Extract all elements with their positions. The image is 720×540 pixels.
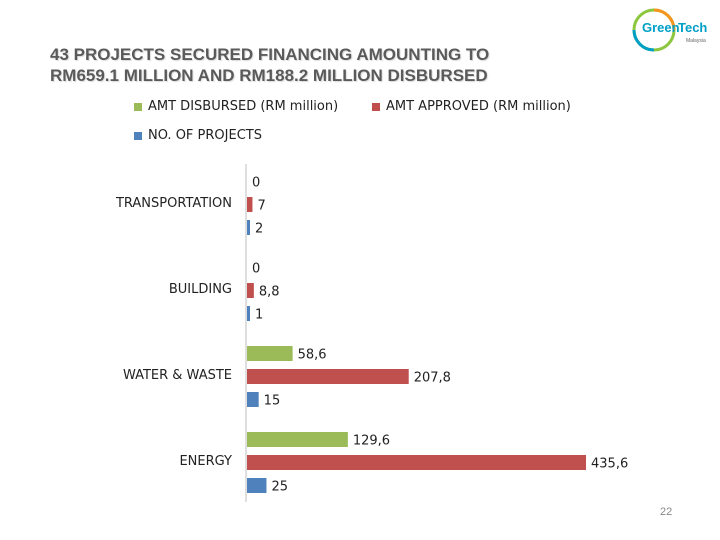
bar-transportation-approved [247,197,253,212]
bar-water-waste-disbursed [247,346,293,361]
greentech-logo: Green Tech Malaysia [632,8,707,52]
category-label-energy: ENERGY [179,454,232,469]
bar-energy-approved [247,455,587,470]
data-label-transportation-projects: 2 [255,222,263,237]
data-label-energy-projects: 25 [271,480,288,495]
data-label-water-waste-disbursed: 58,6 [298,348,327,363]
title-line-2: RM659.1 MILLION AND RM188.2 MILLION DISB… [50,66,488,85]
slide-title: 43 PROJECTS SECURED FINANCING AMOUNTING … [50,44,610,86]
data-label-energy-disbursed: 129,6 [353,434,390,449]
data-label-transportation-approved: 7 [257,199,265,214]
logo-text-sub: Malaysia [686,38,706,44]
logo-text-tech: Tech [678,20,707,35]
logo-text-green: Green [642,20,680,35]
category-label-water-waste: WATER & WASTE [122,368,232,383]
data-label-building-approved: 8,8 [259,285,280,300]
bar-building-approved [247,283,254,298]
bar-energy-projects [247,478,267,493]
bar-energy-disbursed [247,432,348,447]
title-line-1: 43 PROJECTS SECURED FINANCING AMOUNTING … [50,45,490,64]
data-label-water-waste-approved: 207,8 [414,371,451,386]
data-label-building-disbursed: 0 [252,262,260,277]
data-label-energy-approved: 435,6 [591,457,628,472]
bar-water-waste-projects [247,392,259,407]
category-label-transportation: TRANSPORTATION [115,196,232,211]
bar-water-waste-approved [247,369,409,384]
data-label-water-waste-projects: 15 [264,394,281,409]
data-label-building-projects: 1 [255,308,263,323]
data-label-transportation-disbursed: 0 [252,176,260,191]
category-label-building: BUILDING [168,282,232,297]
page-number: 22 [660,506,673,518]
bar-transportation-projects [247,220,250,235]
bar-building-projects [247,306,250,321]
